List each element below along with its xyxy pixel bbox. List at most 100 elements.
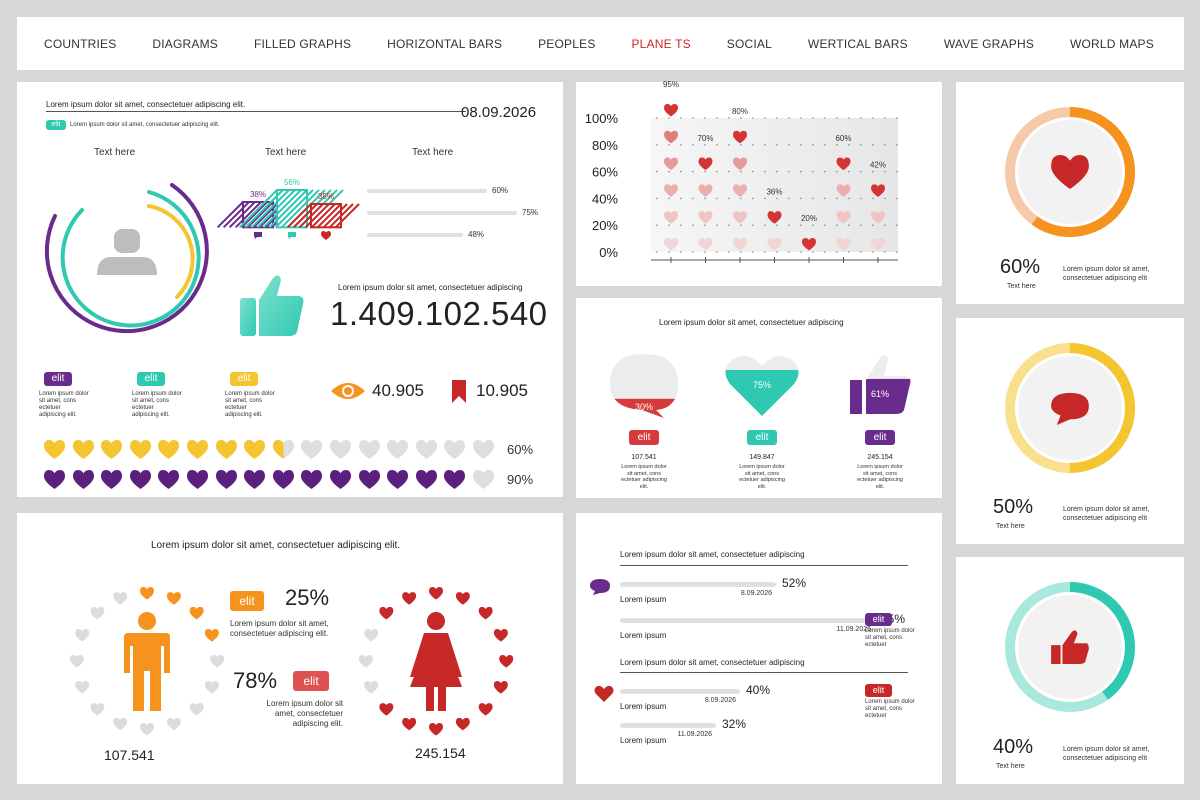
mini-bar: [286, 202, 360, 228]
grid-dot: [776, 251, 778, 253]
heart-marker: [836, 211, 851, 224]
heart-marker: [698, 237, 713, 251]
heart-icon: [210, 655, 225, 668]
grid-dot: [836, 117, 838, 119]
nav-item-filled-graphs[interactable]: FILLED GRAPHS: [253, 36, 352, 51]
progress-date: 8.09.2026: [740, 590, 772, 597]
grid-dot: [812, 117, 814, 119]
grid-dot: [848, 144, 850, 146]
people-panel: Lorem ipsum dolor sit amet, consectetuer…: [17, 513, 563, 784]
heart-icon: [429, 587, 443, 600]
nav-item-peoples[interactable]: PEOPLES: [538, 36, 596, 51]
grid-dot: [896, 224, 898, 226]
heart-icon: [402, 717, 417, 731]
nav-item-planets[interactable]: PLANE TS: [631, 36, 691, 51]
grid-dot: [860, 117, 862, 119]
nav-item-countries[interactable]: COUNTRIES: [44, 36, 117, 51]
grid-dot: [680, 251, 682, 253]
grid-dot: [728, 197, 730, 200]
ring-panel: 40% Text here Lorem ipsum dolor sit amet, …: [956, 557, 1184, 784]
heart-marker: [664, 237, 678, 251]
heart-icon: [166, 592, 181, 605]
shape-text: Lorem ipsum dolor sit amet, cons ectetue…: [621, 464, 667, 490]
male-figure-icon: [124, 633, 170, 711]
legend-text: Lorem ipsum dolor sit amet, cons ectetue…: [39, 391, 89, 418]
grid-dot: [884, 170, 886, 173]
heart-marker: [698, 157, 713, 171]
grid-dot: [668, 197, 670, 200]
nav-item-social[interactable]: SOCIAL: [726, 36, 772, 51]
grid-dot: [728, 251, 730, 253]
grid-dot: [692, 144, 694, 146]
heart-icon: [301, 440, 323, 459]
arc-purple: [44, 183, 209, 334]
heart-icon: [158, 440, 180, 459]
grid-dot: [740, 170, 742, 173]
grid-dot: [740, 117, 742, 119]
grid-dot: [764, 117, 766, 119]
grid-dot: [716, 117, 718, 119]
heart-icon: [473, 440, 494, 459]
nav-item-diagrams[interactable]: DIAGRAMS: [152, 36, 219, 51]
progress-label: Lorem ipsum: [620, 736, 667, 745]
grid-dot: [884, 251, 886, 253]
grid-dot: [728, 170, 730, 173]
heart-icon: [90, 606, 105, 620]
male-badge: elit: [230, 591, 264, 611]
section2-title: Lorem ipsum dolor sit amet, consectetuer…: [620, 658, 805, 667]
legend-text: Lorem ipsum dolor sit amet, cons ectetue…: [225, 391, 275, 418]
grid-dot: [836, 170, 838, 173]
heart-icon: [387, 470, 409, 489]
grid-dot: [776, 197, 778, 200]
heart-icon: [358, 440, 380, 459]
heart-shape: 75%: [725, 356, 799, 416]
female-figure-icon: [410, 633, 462, 711]
progress-pct: 40%: [746, 683, 771, 697]
heart-icon: [455, 717, 470, 731]
mini-bar-label: 38%: [249, 189, 266, 199]
ring-sub: Text here: [996, 523, 1025, 530]
progress-label: Lorem ipsum: [620, 631, 667, 640]
grid-dot: [872, 224, 874, 226]
grid-dot: [788, 144, 790, 146]
section1-title: Lorem ipsum dolor sit amet, consectetuer…: [620, 550, 805, 559]
ring-value: 60%: [1000, 256, 1041, 278]
grid-dot: [692, 197, 694, 200]
grid-dot: [716, 224, 718, 226]
grid-dot: [680, 197, 682, 200]
thumb-icon: [1051, 630, 1089, 664]
heart-chart: 100% 80% 60% 40% 20% 0% 95% 70% 80% 36% 20% 60% 42%: [585, 80, 898, 263]
nav-item-horizontal-bars[interactable]: HORIZONTAL BARS: [387, 36, 503, 51]
grid-dot: [884, 144, 886, 146]
nav-item-world-maps[interactable]: WORLD MAPS: [1069, 36, 1154, 51]
heart-icon: [272, 470, 294, 489]
heart-icon: [166, 717, 181, 731]
male-head: [138, 612, 156, 630]
progress-track: [620, 689, 740, 694]
chat-icon: [254, 232, 262, 240]
heart-icon: [358, 470, 380, 489]
shape-number: 107.541: [631, 454, 657, 461]
grid-dot: [872, 251, 874, 253]
male-text: Lorem ipsum dolor sit amet, consectetuer…: [230, 619, 329, 638]
section1-rule: [620, 565, 908, 566]
grid-dot: [740, 224, 742, 226]
nav-item-wave-graphs[interactable]: WAVE GRAPHS: [943, 36, 1035, 51]
shapes-title: Lorem ipsum dolor sit amet, consectetuer…: [659, 318, 844, 327]
heart-icon: [189, 703, 204, 716]
ring-gauge: [1005, 582, 1135, 712]
profile-arcs: [44, 183, 209, 334]
grid-dot: [740, 251, 742, 253]
section2-rule: [620, 672, 908, 673]
chat-icon: [590, 579, 610, 595]
grid-dot: [656, 117, 658, 119]
heart-marker: [871, 237, 885, 251]
thumbs-up-icon: [240, 275, 304, 336]
heart-icon: [129, 440, 151, 459]
grid-dot: [824, 144, 826, 146]
heart-icon: [364, 681, 379, 694]
nav-item-vertical-bars[interactable]: WERTICAL BARS: [807, 36, 908, 51]
grid-dot: [800, 117, 802, 119]
header-sub-text: Lorem ipsum dolor sit amet, consectetuer…: [70, 122, 220, 128]
shape-badge: elit: [865, 430, 895, 445]
